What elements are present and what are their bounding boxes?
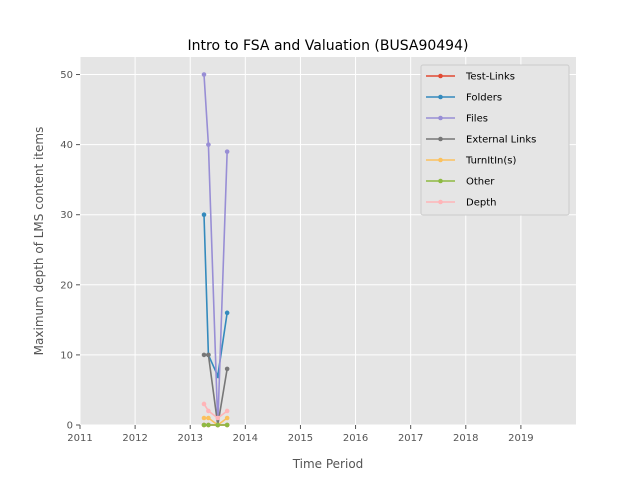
x-tick-label: 2017 — [398, 433, 423, 444]
x-tick-label: 2019 — [508, 433, 533, 444]
x-tick-label: 2011 — [67, 433, 92, 444]
legend-box — [420, 64, 570, 216]
series-layer — [201, 72, 230, 428]
data-point — [201, 422, 207, 428]
data-point — [206, 408, 211, 414]
legend-item-folders: Folders — [426, 93, 502, 104]
legend-label: TurnItIn(s) — [465, 156, 516, 167]
legend-marker — [438, 178, 443, 184]
legend-label: Folders — [466, 93, 502, 104]
y-ticks: 0 10 20 30 40 50 — [60, 70, 80, 432]
data-point — [224, 149, 230, 154]
x-tick-label: 2015 — [288, 433, 313, 444]
legend-item-depth: Depth — [426, 198, 496, 209]
x-tick-label: 2013 — [177, 433, 202, 444]
data-point — [206, 142, 211, 147]
chart-title: Intro to FSA and Valuation (BUSA90494) — [188, 38, 469, 54]
data-point — [206, 422, 211, 428]
data-point — [201, 415, 207, 421]
x-ticks: 2011 2012 2013 2014 2015 2016 2017 2018 2019 — [67, 425, 534, 444]
legend-item-test-links: Test-Links — [426, 72, 515, 83]
legend-label: Files — [466, 114, 488, 125]
legend-marker — [438, 199, 443, 205]
y-tick-label: 20 — [60, 280, 73, 291]
series-other — [201, 422, 230, 428]
y-tick-label: 50 — [60, 70, 73, 81]
data-point — [224, 415, 230, 421]
series-line — [203, 74, 228, 426]
legend-label: Test-Links — [465, 72, 515, 83]
series-depth — [201, 401, 230, 421]
data-point — [206, 352, 211, 358]
y-tick-label: 30 — [60, 210, 73, 221]
x-tick-label: 2018 — [453, 433, 478, 444]
x-tick-label: 2016 — [343, 433, 368, 444]
legend-label: Other — [466, 177, 495, 188]
data-point — [224, 422, 230, 428]
y-axis-label: Maximum depth of LMS content items — [32, 127, 46, 356]
legend-item-turnitin-s: TurnItIn(s) — [426, 156, 516, 167]
data-point — [206, 415, 211, 421]
x-tick-label: 2014 — [233, 433, 258, 444]
series-line — [203, 403, 228, 419]
legend-marker — [438, 73, 443, 79]
legend-marker — [438, 157, 443, 163]
data-point — [201, 352, 207, 358]
series-line — [203, 214, 228, 379]
legend-label: External Links — [466, 135, 536, 146]
x-tick-label: 2012 — [122, 433, 147, 444]
y-tick-label: 40 — [60, 140, 73, 151]
x-axis-label: Time Period — [292, 457, 364, 471]
y-tick-label: 10 — [60, 350, 73, 361]
legend-item-other: Other — [426, 177, 495, 188]
legend-marker — [438, 136, 443, 142]
y-tick-label: 0 — [67, 421, 73, 432]
legend-item-external-links: External Links — [426, 135, 536, 146]
legend-label: Depth — [466, 198, 496, 209]
legend: Test-Links Folders Files External Links Turn… — [420, 64, 570, 216]
data-point — [201, 401, 207, 407]
legend-item-files: Files — [426, 114, 488, 125]
data-point — [215, 422, 221, 428]
data-point — [215, 415, 221, 421]
data-point — [224, 310, 230, 316]
data-point — [224, 408, 230, 414]
legend-marker — [438, 94, 443, 100]
data-point — [201, 72, 207, 77]
legend-marker — [438, 115, 443, 121]
data-point — [224, 366, 230, 372]
data-point — [201, 212, 207, 218]
